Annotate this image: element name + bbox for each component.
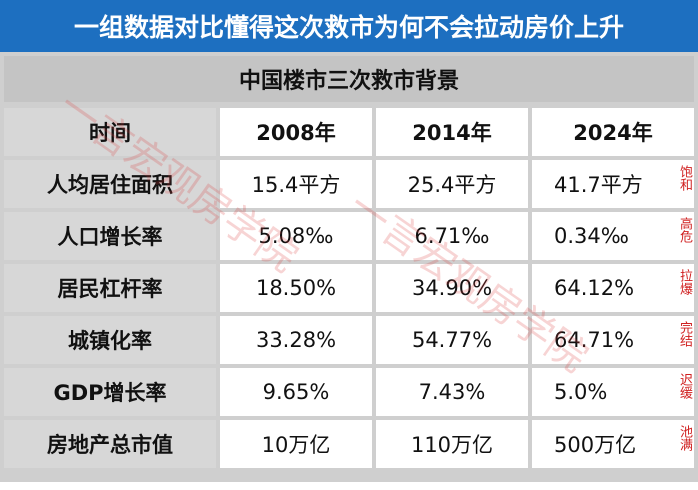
value-cell: 15.4平方: [220, 160, 372, 208]
value-cell: 25.4平方: [376, 160, 528, 208]
side-note: 拉爆: [677, 269, 692, 295]
side-note: 饱和: [677, 165, 692, 191]
row-label: 居民杠杆率: [4, 264, 216, 312]
value-cell: 10万亿: [220, 420, 372, 468]
side-note: 完结: [677, 321, 692, 347]
value-cell: 18.50%: [220, 264, 372, 312]
value-cell: 54.77%: [376, 316, 528, 364]
row-label: GDP增长率: [4, 368, 216, 416]
value-cell: 110万亿: [376, 420, 528, 468]
value-text: 64.71%: [554, 328, 635, 352]
side-note: 高危: [677, 217, 692, 243]
table-caption: 中国楼市三次救市背景: [4, 56, 694, 102]
title-bar: 一组数据对比懂得这次救市为何不会拉动房价上升: [0, 0, 698, 52]
header-cell: 2008年: [220, 108, 372, 156]
value-text: 5.0%: [554, 380, 608, 404]
side-note: 池满: [677, 425, 692, 451]
value-cell: 34.90%: [376, 264, 528, 312]
value-cell: 64.71% 完结: [532, 316, 694, 364]
value-cell: 7.43%: [376, 368, 528, 416]
value-text: 41.7平方: [554, 173, 643, 197]
header-cell: 2024年: [532, 108, 694, 156]
row-label: 人口增长率: [4, 212, 216, 260]
row-label: 房地产总市值: [4, 420, 216, 468]
value-text: 500万亿: [554, 433, 637, 457]
value-cell: 500万亿 池满: [532, 420, 694, 468]
header-cell: 时间: [4, 108, 216, 156]
value-cell: 64.12% 拉爆: [532, 264, 694, 312]
value-text: 64.12%: [554, 276, 635, 300]
table-panel: 中国楼市三次救市背景 时间 2008年 2014年 2024年人均居住面积 15.4平方…: [0, 52, 698, 482]
table: 时间 2008年 2014年 2024年 人均居住面积 15.4平方 25.4平方 41.7平…: [4, 108, 694, 468]
value-cell: 5.0% 迟缓: [532, 368, 694, 416]
header-cell: 2014年: [376, 108, 528, 156]
value-cell: 5.08‰: [220, 212, 372, 260]
row-label: 人均居住面积: [4, 160, 216, 208]
value-cell: 0.34‰ 高危: [532, 212, 694, 260]
row-label: 城镇化率: [4, 316, 216, 364]
value-cell: 9.65%: [220, 368, 372, 416]
value-text: 0.34‰: [554, 224, 629, 248]
side-note: 迟缓: [677, 373, 692, 399]
value-cell: 6.71‰: [376, 212, 528, 260]
value-cell: 33.28%: [220, 316, 372, 364]
value-cell: 41.7平方 饱和: [532, 160, 694, 208]
